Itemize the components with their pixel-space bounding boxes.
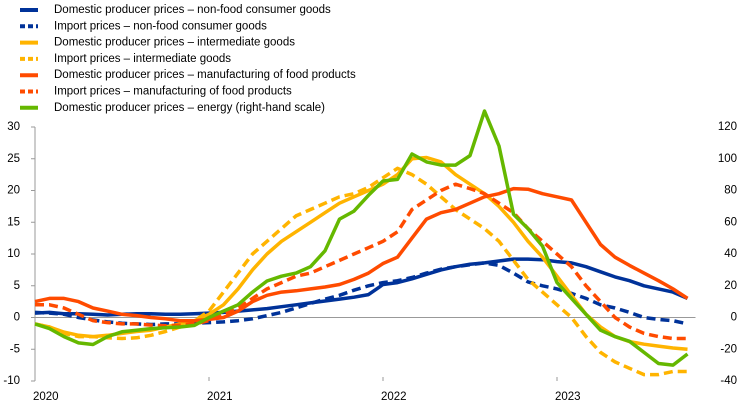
y-tick-label: 30: [7, 121, 20, 133]
y2-tick-label: 60: [724, 216, 737, 228]
x-tick-label: 2023: [555, 391, 581, 403]
x-tick-label: 2022: [381, 391, 407, 403]
legend-label: Domestic producer prices – non-food cons…: [54, 4, 331, 16]
y-tick-label: -5: [10, 343, 20, 355]
y2-tick-label: 0: [731, 312, 737, 324]
y2-tick-label: 80: [724, 185, 737, 197]
legend-label: Domestic producer prices – energy (right…: [54, 102, 325, 114]
x-tick-label: 2021: [207, 391, 233, 403]
series-line: [34, 166, 688, 377]
x-tick-label: 2020: [33, 391, 59, 403]
y2-tick-label: 40: [724, 248, 737, 260]
y-tick-label: 0: [14, 312, 20, 324]
y2-tick-label: -40: [720, 375, 737, 387]
y2-tick-label: -20: [720, 343, 737, 355]
series-line: [34, 109, 689, 367]
y-tick-label: 5: [14, 280, 20, 292]
y-tick-label: 15: [7, 216, 20, 228]
legend-label: Domestic producer prices – manufacturing…: [54, 69, 356, 81]
y-tick-label: -10: [3, 375, 20, 387]
series-line: [35, 182, 688, 341]
legend-label: Domestic producer prices – intermediate …: [54, 37, 295, 49]
y2-tick-label: 20: [724, 280, 737, 292]
y2-tick-label: 100: [718, 153, 737, 165]
y-tick-label: 10: [7, 248, 20, 260]
series-line: [34, 186, 689, 323]
y-tick-label: 25: [7, 153, 20, 165]
y-tick-label: 20: [7, 185, 20, 197]
legend-label: Import prices – intermediate goods: [54, 53, 231, 65]
legend-label: Import prices – manufacturing of food pr…: [54, 86, 292, 98]
series-line: [34, 257, 689, 317]
y2-tick-label: 120: [718, 121, 737, 133]
legend-label: Import prices – non-food consumer goods: [54, 20, 267, 32]
